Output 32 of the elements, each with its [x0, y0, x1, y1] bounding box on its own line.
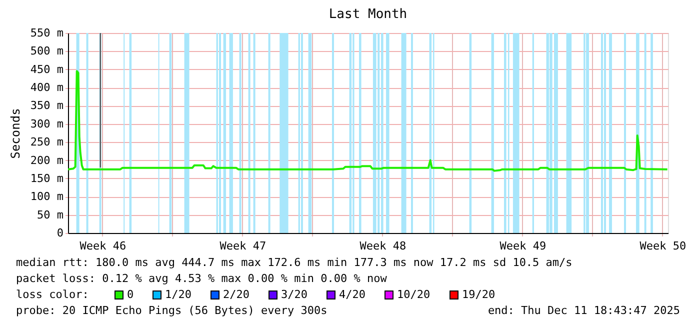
- legend-label: 1/20: [165, 288, 192, 301]
- text: packet loss: 0.12 % avg 4.53 % max 0.00 % min 0.00 % now: [16, 272, 388, 285]
- legend-label: 19/20: [462, 288, 496, 301]
- y-tick-label: 0: [56, 226, 64, 240]
- y-tick-label: 200 m: [30, 154, 64, 167]
- y-tick-label: 500 m: [30, 44, 64, 58]
- x-tick-label: Week 49: [500, 240, 546, 252]
- legend-title: loss color:: [16, 288, 89, 301]
- x-tick-label: Week 50: [640, 240, 686, 252]
- x-tick-label: Week 48: [360, 240, 406, 252]
- chart-title: Last Month: [328, 7, 408, 22]
- y-tick-label: 400 m: [30, 81, 64, 94]
- y-tick-label: 100 m: [30, 190, 64, 204]
- text: median rtt: 180.0 ms avg 444.7 ms max 172.6 ms min 177.3 ms now 17.2 ms sd 10.5 am/s: [16, 256, 572, 269]
- legend-label: 3/20: [281, 288, 308, 301]
- y-tick-label: 250 m: [30, 136, 64, 149]
- y-tick-label: 450 m: [30, 62, 64, 76]
- y-tick-label: 550 m: [30, 26, 64, 40]
- legend-label: 2/20: [223, 288, 250, 301]
- y-tick-label: 150 m: [30, 172, 64, 185]
- legend-label: 4/20: [339, 288, 366, 301]
- y-axis-title: Seconds: [8, 108, 22, 159]
- legend-label: 10/20: [397, 288, 430, 301]
- x-tick-label: Week 47: [220, 240, 266, 252]
- text: end: Thu Dec 11 18:43:47 2025: [488, 304, 680, 317]
- y-tick-label: 300 m: [30, 117, 64, 130]
- x-tick-label: Week 46: [80, 240, 126, 252]
- line-series: [68, 70, 668, 172]
- y-tick-label: 50 m: [37, 208, 64, 222]
- legend-label: 0: [127, 288, 134, 301]
- y-tick-label: 350 m: [30, 99, 64, 112]
- text: probe: 20 ICMP Echo Pings (56 Bytes) every 300s: [16, 304, 328, 317]
